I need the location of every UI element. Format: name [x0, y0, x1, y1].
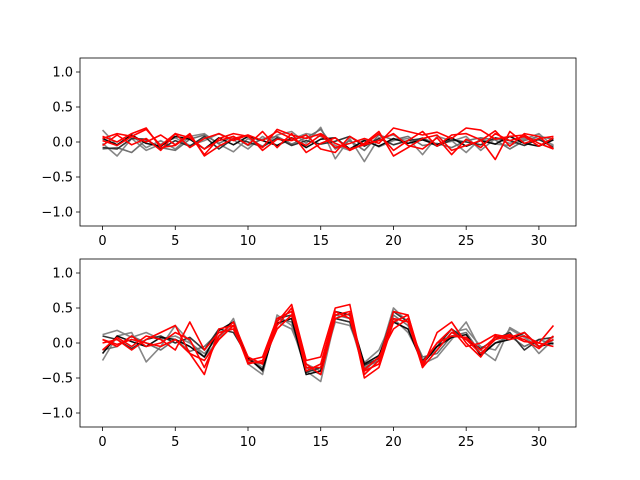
- x-tick-label: 20: [385, 435, 402, 450]
- series-line-1-0: [101, 307, 555, 383]
- series-line-1-6: [102, 307, 554, 379]
- x-tick-label: 30: [531, 234, 548, 249]
- x-tick-label: 0: [98, 435, 106, 450]
- x-tick-label: 5: [171, 435, 179, 450]
- x-tick-label: 20: [385, 234, 402, 249]
- y-tick-label: 0.5: [52, 302, 73, 317]
- x-tick-label: 0: [98, 234, 106, 249]
- y-tick-label: 0.5: [52, 101, 73, 116]
- y-tick-label: −1.0: [41, 206, 73, 221]
- y-tick-label: −1.0: [41, 407, 73, 422]
- y-tick-label: 1.0: [52, 66, 73, 81]
- y-tick-label: 0.0: [52, 136, 73, 151]
- x-tick-label: 10: [240, 234, 257, 249]
- x-tick-label: 30: [531, 435, 548, 450]
- series-line-0-7: [102, 130, 554, 157]
- x-tick-label: 10: [240, 435, 257, 450]
- y-tick-label: 1.0: [52, 267, 73, 282]
- top-subplot: 0 5 10 15 20 25 30 1.0 0.5 0.0 −0.5 −1.0: [41, 57, 577, 249]
- x-tick-label: 5: [171, 234, 179, 249]
- x-tick-label: 25: [458, 435, 475, 450]
- series-line-0-3: [102, 135, 554, 150]
- series-line-1-5: [102, 303, 555, 376]
- series-line-1-7: [102, 310, 554, 372]
- x-tick-label: 15: [312, 234, 329, 249]
- series-line-0-8: [102, 132, 554, 157]
- x-tick-label: 15: [312, 435, 329, 450]
- y-tick-label: −0.5: [41, 171, 73, 186]
- y-tick-label: 0.0: [52, 337, 73, 352]
- y-tick-label: −0.5: [41, 372, 73, 387]
- series-line-1-8: [102, 312, 554, 376]
- x-tick-label: 25: [458, 234, 475, 249]
- bottom-subplot: 0 5 10 15 20 25 30 1.0 0.5 0.0 −0.5 −1.0: [41, 258, 577, 450]
